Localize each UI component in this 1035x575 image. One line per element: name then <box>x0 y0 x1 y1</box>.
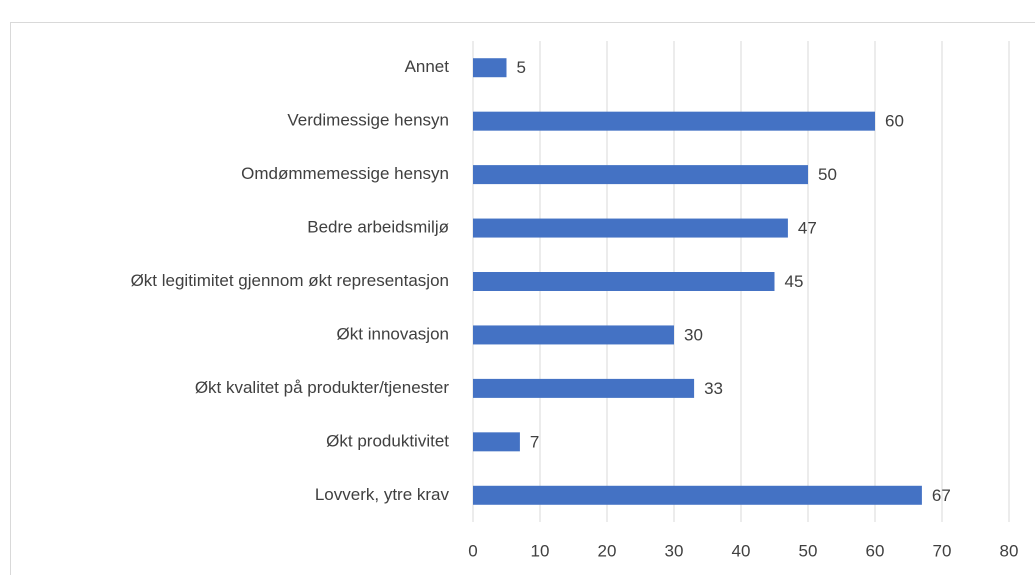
x-tick-label: 80 <box>1000 541 1019 560</box>
x-tick-label: 70 <box>933 541 952 560</box>
bar <box>473 485 922 505</box>
y-tick-label: Økt kvalitet på produkter/tjenester <box>195 378 450 397</box>
data-label: 47 <box>798 219 817 238</box>
bar <box>473 272 775 291</box>
x-tick-label: 40 <box>732 541 751 560</box>
data-label: 7 <box>530 432 539 451</box>
x-tick-label: 0 <box>468 541 477 560</box>
x-tick-label: 60 <box>866 541 885 560</box>
y-tick-label: Økt innovasjon <box>337 324 449 343</box>
data-label: 45 <box>785 272 804 291</box>
bar <box>473 111 875 131</box>
data-label: 60 <box>885 112 904 131</box>
bar <box>473 325 674 345</box>
x-tick-label: 30 <box>665 541 684 560</box>
y-tick-label: Verdimessige hensyn <box>287 111 449 130</box>
bar <box>473 58 507 78</box>
data-label: 50 <box>818 165 837 184</box>
x-tick-label: 50 <box>799 541 818 560</box>
data-label: 33 <box>704 379 723 398</box>
data-label: 67 <box>932 486 951 505</box>
y-tick-label: Annet <box>405 57 450 76</box>
bar <box>473 378 695 398</box>
bar <box>473 218 788 238</box>
y-tick-label: Økt legitimitet gjennom økt representasj… <box>131 271 449 290</box>
data-label: 30 <box>684 325 703 344</box>
bar <box>473 165 808 185</box>
y-tick-label: Bedre arbeidsmiljø <box>307 218 449 237</box>
y-tick-label: Lovverk, ytre krav <box>315 485 450 504</box>
bar <box>473 432 520 452</box>
y-tick-label: Økt produktivitet <box>326 431 449 450</box>
x-tick-label: 20 <box>598 541 617 560</box>
data-label: 5 <box>517 58 526 77</box>
x-tick-label: 10 <box>531 541 550 560</box>
y-tick-label: Omdømmemessige hensyn <box>241 164 449 183</box>
